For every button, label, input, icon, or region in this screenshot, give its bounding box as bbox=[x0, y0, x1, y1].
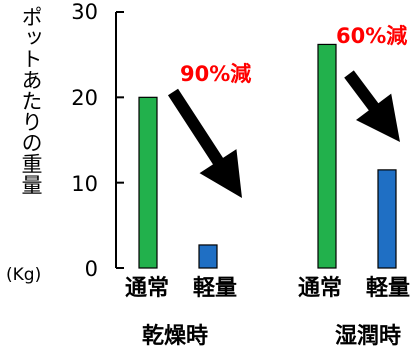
arrow-down-icon-wet bbox=[344, 70, 400, 142]
y-tick-10: 10 bbox=[71, 172, 98, 196]
bar-wet-normal bbox=[317, 43, 337, 269]
bar-dry-normal bbox=[138, 96, 158, 269]
group-label-wet: 湿潤時 bbox=[335, 324, 402, 349]
y-axis-unit: (Kg) bbox=[6, 265, 42, 285]
y-tick-20: 20 bbox=[71, 86, 98, 110]
bar-wet-light bbox=[377, 169, 397, 269]
annotation-wet-reduction: 60%減 bbox=[336, 24, 408, 48]
bar-dry-light bbox=[198, 244, 218, 269]
arrow-down-icon-dry bbox=[167, 88, 242, 198]
category-label-wet-normal: 通常 bbox=[298, 276, 343, 301]
y-tick-0: 0 bbox=[84, 257, 98, 281]
category-label-dry-light: 軽量 bbox=[193, 276, 238, 301]
group-label-dry: 乾燥時 bbox=[142, 324, 209, 349]
y-tick-30: 30 bbox=[71, 0, 98, 24]
category-label-wet-light: 軽量 bbox=[366, 276, 411, 301]
y-axis-label: ポットあたりの重量 bbox=[19, 6, 43, 195]
category-label-dry-normal: 通常 bbox=[125, 276, 170, 301]
annotation-dry-reduction: 90%減 bbox=[180, 62, 252, 86]
